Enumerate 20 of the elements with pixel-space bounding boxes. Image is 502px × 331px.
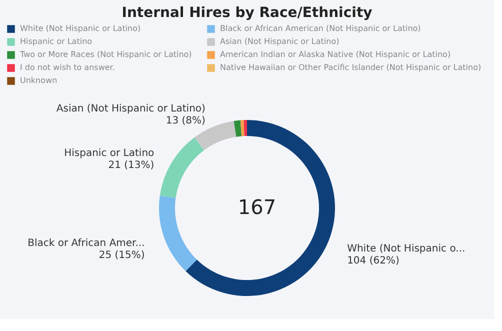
donut-slice xyxy=(240,120,244,136)
chart-title: Internal Hires by Race/Ethnicity xyxy=(122,5,372,21)
donut-slice xyxy=(159,196,197,272)
data-label: Black or African Amer... 25 (15%) xyxy=(28,238,145,261)
data-label: White (Not Hispanic o... 104 (62%) xyxy=(347,244,466,267)
legend-label: Unknown xyxy=(20,76,58,85)
legend-label: Black or African American (Not Hispanic or Latino) xyxy=(220,24,421,33)
legend-label: White (Not Hispanic or Latino) xyxy=(20,24,141,33)
legend-label: American Indian or Alaska Native (Not Hispanic or Latino) xyxy=(220,50,451,59)
legend-label: Native Hawaiian or Other Pacific Islander (Not Hispanic or Latino) xyxy=(220,63,482,72)
data-label: Hispanic or Latino 21 (13%) xyxy=(64,148,154,171)
legend-label: Hispanic or Latino xyxy=(20,37,92,46)
legend-label: Asian (Not Hispanic or Latino) xyxy=(220,37,340,46)
text: 167 xyxy=(238,195,276,219)
legend-label: Two or More Races (Not Hispanic or Latino) xyxy=(19,50,192,59)
donut-slice xyxy=(244,120,247,136)
donut-slice xyxy=(160,137,204,198)
legend-label: I do not wish to answer. xyxy=(20,63,115,72)
data-label: Asian (Not Hispanic or Latino) 13 (8%) xyxy=(56,103,206,126)
donut-slice xyxy=(234,120,242,137)
